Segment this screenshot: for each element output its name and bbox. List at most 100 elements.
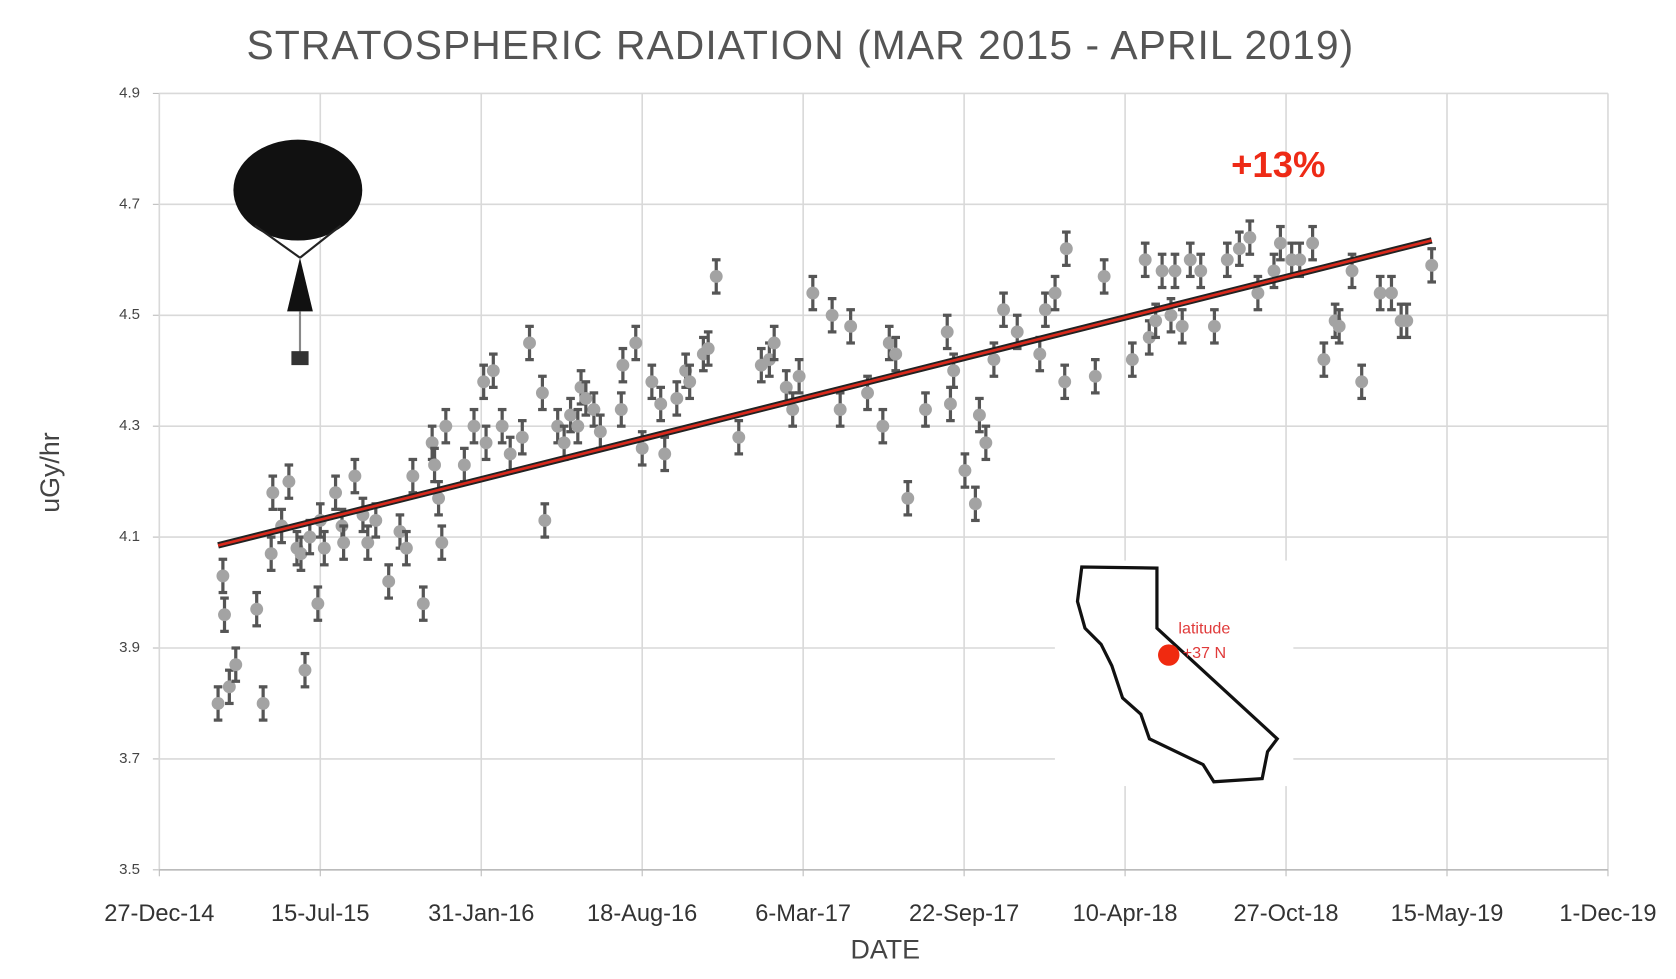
- data-point: [701, 342, 715, 355]
- data-point: [1355, 375, 1369, 389]
- data-point: [833, 403, 847, 416]
- data-point: [571, 419, 585, 433]
- data-point: [889, 347, 903, 361]
- plot-area: [211, 219, 1439, 722]
- data-point: [1293, 253, 1307, 267]
- data-point: [1168, 264, 1182, 278]
- data-point: [1306, 236, 1320, 250]
- y-tick-label: 4.1: [119, 528, 140, 545]
- data-point: [393, 525, 407, 538]
- data-point: [1232, 242, 1246, 256]
- data-point: [1207, 319, 1221, 333]
- data-point: [947, 364, 961, 378]
- data-point: [1010, 325, 1024, 339]
- x-tick-label: 15-May-19: [1391, 901, 1504, 927]
- data-point: [294, 547, 308, 561]
- data-point: [901, 491, 915, 505]
- x-tick-label: 31-Jan-16: [428, 901, 534, 927]
- data-point: [425, 436, 439, 450]
- data-point: [416, 597, 430, 611]
- y-tick-label: 4.5: [119, 306, 140, 323]
- data-point: [311, 597, 325, 611]
- data-point: [369, 514, 383, 527]
- data-point: [479, 436, 493, 450]
- data-point: [979, 436, 993, 450]
- data-point: [382, 575, 396, 588]
- data-point: [337, 536, 351, 550]
- data-point: [1033, 347, 1047, 361]
- data-point: [1251, 286, 1265, 300]
- data-point: [593, 425, 607, 439]
- data-point: [683, 375, 697, 389]
- data-point: [786, 403, 800, 416]
- data-point: [216, 569, 230, 583]
- data-point: [1088, 369, 1102, 383]
- x-tick-label: 27-Oct-18: [1234, 901, 1339, 927]
- x-tick-label: 15-Jul-15: [271, 901, 369, 927]
- y-axis-label: uGy/hr: [35, 432, 65, 513]
- california-map: [1054, 560, 1294, 787]
- data-point: [229, 658, 243, 672]
- data-point: [654, 397, 668, 411]
- data-point: [256, 697, 270, 710]
- data-point: [779, 380, 793, 394]
- balloon-icon: [233, 139, 363, 366]
- data-point: [406, 469, 420, 483]
- data-point: [670, 392, 684, 405]
- data-point: [1149, 314, 1163, 328]
- data-point: [1038, 303, 1052, 317]
- data-point: [1373, 286, 1387, 300]
- data-point: [266, 486, 280, 500]
- data-point: [919, 403, 932, 416]
- data-point: [1400, 314, 1414, 328]
- data-point: [1059, 242, 1073, 256]
- data-point: [222, 680, 236, 694]
- data-point: [861, 386, 874, 400]
- data-point: [1332, 319, 1346, 333]
- data-point: [329, 486, 343, 500]
- x-tick-label: 18-Aug-16: [587, 901, 697, 927]
- data-point: [1058, 375, 1072, 389]
- data-point: [361, 536, 375, 550]
- data-point: [882, 336, 896, 350]
- data-point: [940, 325, 954, 339]
- data-point: [1243, 231, 1257, 245]
- trend-annotation: +13%: [1231, 144, 1325, 185]
- data-point: [972, 408, 986, 422]
- data-point: [250, 602, 264, 616]
- x-tick-label: 27-Dec-14: [104, 901, 214, 927]
- data-point: [825, 308, 839, 322]
- data-point: [348, 469, 362, 483]
- data-point: [551, 419, 565, 433]
- data-point: [218, 608, 231, 622]
- data-point: [645, 375, 659, 389]
- data-point: [1164, 308, 1178, 322]
- data-point: [1183, 253, 1197, 267]
- data-point: [428, 458, 442, 472]
- data-point: [987, 353, 1001, 367]
- data-point: [806, 286, 820, 300]
- data-point: [1425, 258, 1439, 272]
- y-tick-label: 3.7: [119, 750, 140, 767]
- data-point: [317, 541, 331, 555]
- data-point: [298, 663, 312, 677]
- x-axis-label: DATE: [850, 935, 920, 965]
- data-point: [1345, 264, 1359, 278]
- data-point: [211, 697, 225, 710]
- data-point: [303, 530, 317, 544]
- trend-line: [217, 239, 1433, 547]
- data-point: [614, 403, 628, 416]
- data-point: [435, 536, 449, 550]
- data-point: [616, 358, 630, 372]
- latitude-value: +37 N: [1183, 644, 1226, 662]
- data-point: [579, 392, 593, 405]
- data-point: [282, 475, 296, 489]
- data-point: [564, 408, 578, 422]
- data-point: [523, 336, 536, 350]
- y-tick-label: 3.5: [119, 861, 140, 878]
- data-point: [1273, 236, 1287, 250]
- data-point: [264, 547, 278, 561]
- data-point: [997, 303, 1010, 317]
